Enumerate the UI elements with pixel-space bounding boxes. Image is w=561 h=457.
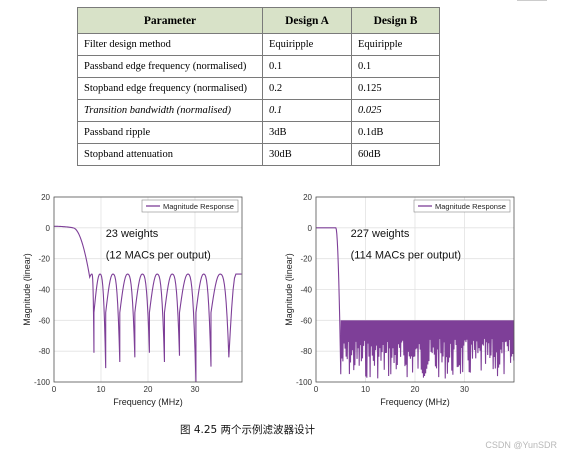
y-tick-label: -20 <box>38 255 50 264</box>
table-cell: Stopband attenuation <box>77 143 263 166</box>
y-tick-label: -60 <box>300 316 312 325</box>
y-tick-label: -20 <box>300 255 312 264</box>
chart-annotation: (12 MACs per output) <box>106 250 211 262</box>
table-row: Transition bandwidth (normalised) 0.1 0.… <box>77 99 440 122</box>
header-parameter: Parameter <box>77 7 263 34</box>
table-cell: 0.1 <box>262 55 352 78</box>
table-cell: Passband edge frequency (normalised) <box>77 55 263 78</box>
x-tick-label: 20 <box>411 385 420 394</box>
legend-label: Magnitude Response <box>435 202 506 211</box>
chart-annotation: 227 weights <box>351 228 410 240</box>
header-design-a: Design A <box>262 7 352 34</box>
figure-caption: 图 4.25 两个示例滤波器设计 <box>180 424 316 436</box>
y-tick-label: -40 <box>300 286 312 295</box>
x-tick-label: 30 <box>191 385 200 394</box>
chart-annotation: (114 MACs per output) <box>351 250 461 262</box>
parameter-table: Parameter Design A Design B Filter desig… <box>77 7 440 166</box>
watermark: CSDN @YunSDR <box>485 440 557 450</box>
legend-box <box>141 199 239 213</box>
y-tick-label: -100 <box>296 378 313 387</box>
table-cell: Filter design method <box>77 33 263 56</box>
table-header-row: Parameter Design A Design B <box>77 7 440 34</box>
table-row: Stopband attenuation 30dB 60dB <box>77 143 440 166</box>
table-cell: 0.025 <box>351 99 440 122</box>
table-cell: Equiripple <box>351 33 440 56</box>
table-cell: 0.1 <box>351 55 440 78</box>
table-cell: 0.2 <box>262 77 352 100</box>
y-tick-label: -80 <box>38 347 50 356</box>
table-cell: 3dB <box>262 121 352 144</box>
legend-label: Magnitude Response <box>163 202 234 211</box>
x-tick-label: 0 <box>52 385 57 394</box>
y-tick-label: -60 <box>38 316 50 325</box>
axes-frame <box>53 196 243 383</box>
x-axis-label: Frequency (MHz) <box>113 397 183 407</box>
y-tick-label: -100 <box>34 378 51 387</box>
response-line <box>53 225 242 383</box>
x-tick-label: 0 <box>314 385 319 394</box>
y-tick-label: 0 <box>308 224 313 233</box>
x-tick-label: 10 <box>97 385 106 394</box>
table-cell: Stopband edge frequency (normalised) <box>77 77 263 100</box>
table-row: Passband edge frequency (normalised) 0.1… <box>77 55 440 78</box>
y-tick-label: -40 <box>38 286 50 295</box>
header-design-b: Design B <box>351 7 440 34</box>
table-row: Passband ripple 3dB 0.1dB <box>77 121 440 144</box>
x-axis-label: Frequency (MHz) <box>380 397 450 407</box>
table-cell: Equiripple <box>262 33 352 56</box>
y-axis-label: Magnitude (linear) <box>22 253 32 326</box>
page-corner-line <box>517 0 547 1</box>
y-tick-label: 0 <box>46 224 51 233</box>
x-tick-label: 20 <box>144 385 153 394</box>
table-row: Stopband edge frequency (normalised) 0.2… <box>77 77 440 100</box>
x-tick-label: 10 <box>361 385 370 394</box>
y-tick-label: -80 <box>300 347 312 356</box>
x-tick-label: 30 <box>460 385 469 394</box>
table-cell: 30dB <box>262 143 352 166</box>
table-cell: Transition bandwidth (normalised) <box>77 99 263 122</box>
table-cell: Passband ripple <box>77 121 263 144</box>
y-axis-label: Magnitude (linear) <box>284 253 294 326</box>
y-tick-label: 20 <box>303 193 312 202</box>
chart-annotation: 23 weights <box>106 228 159 240</box>
response-line <box>316 227 515 379</box>
y-tick-label: 20 <box>41 193 50 202</box>
table-cell: 0.1dB <box>351 121 440 144</box>
legend-box <box>413 199 511 213</box>
table-row: Filter design method Equiripple Equiripp… <box>77 33 440 56</box>
table-cell: 60dB <box>351 143 440 166</box>
table-cell: 0.1 <box>262 99 352 122</box>
axes-frame <box>315 196 515 383</box>
table-cell: 0.125 <box>351 77 440 100</box>
